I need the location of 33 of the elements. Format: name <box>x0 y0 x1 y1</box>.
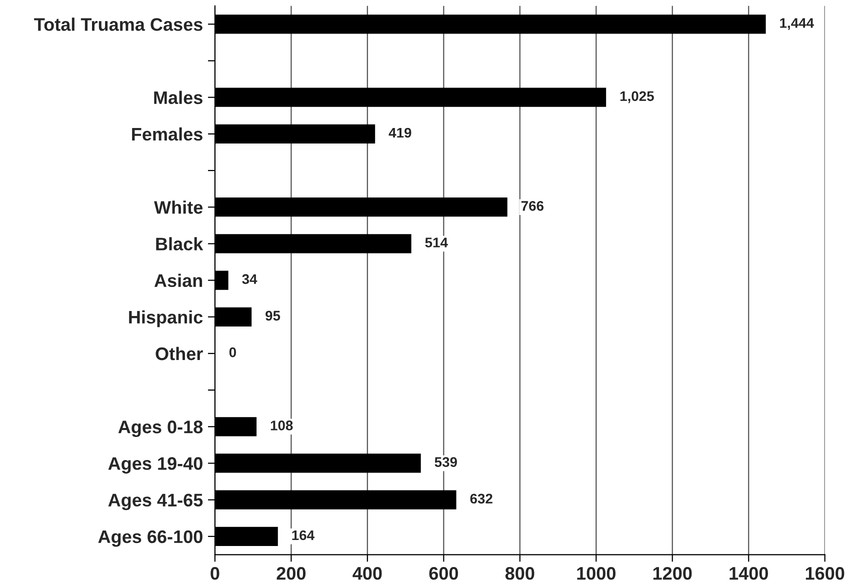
y-tick-label: Total Truama Cases <box>34 18 202 31</box>
x-tick-label: 400 <box>352 566 382 580</box>
data-label: 766 <box>521 201 544 211</box>
data-label: 0 <box>229 347 236 358</box>
y-tick-label: Females <box>132 127 202 141</box>
x-tick-label: 1600 <box>806 566 844 580</box>
x-tick-label: 1200 <box>653 566 692 580</box>
data-label: 419 <box>388 128 412 138</box>
data-label: 95 <box>266 310 280 321</box>
x-tick-label: 0 <box>210 566 220 580</box>
data-label: 632 <box>470 494 492 504</box>
y-tick-label: Ages 41-65 <box>108 494 203 510</box>
data-label: 539 <box>434 457 457 467</box>
y-tick-label: Ages 19-40 <box>108 457 202 474</box>
x-tick-label: 1400 <box>730 566 768 580</box>
y-tick-label: Asian <box>154 274 202 288</box>
y-tick-label: Hispanic <box>129 310 203 328</box>
data-label: 164 <box>292 530 314 540</box>
y-tick-label: White <box>154 200 203 214</box>
x-tick-label: 600 <box>429 566 458 580</box>
data-label: 1,025 <box>620 91 654 104</box>
data-label: 34 <box>242 274 258 284</box>
x-tick-label: 200 <box>276 566 306 580</box>
data-label: 514 <box>425 238 448 248</box>
data-label: 1,444 <box>780 18 814 30</box>
y-tick-label: Ages 66-100 <box>98 530 202 547</box>
y-tick-label: Black <box>156 237 204 250</box>
x-tick-label: 1000 <box>577 566 616 580</box>
y-tick-label: Males <box>154 90 202 104</box>
data-label: 108 <box>270 420 293 430</box>
x-tick-label: 800 <box>505 566 534 580</box>
y-tick-label: Other <box>156 346 203 360</box>
y-tick-label: Ages 0-18 <box>118 420 203 437</box>
